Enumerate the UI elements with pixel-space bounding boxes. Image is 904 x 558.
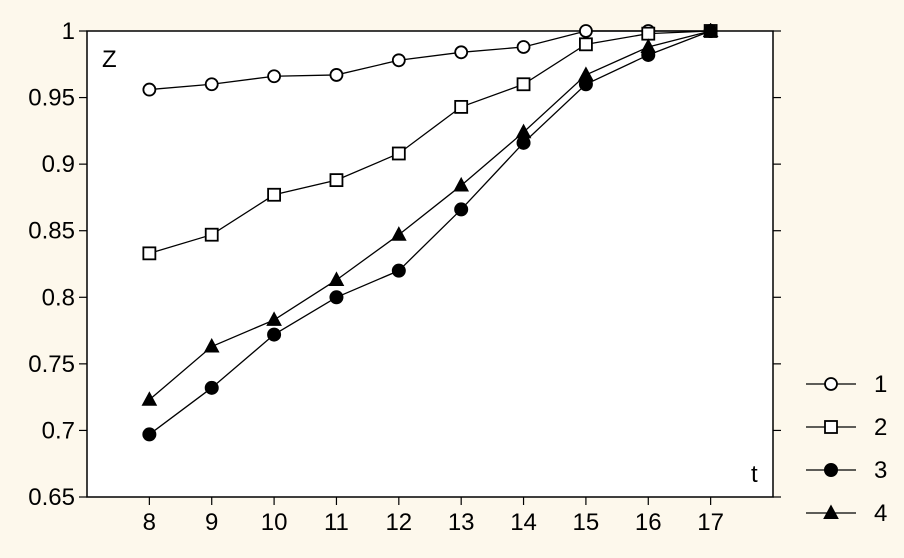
x-tick-label: 15: [573, 509, 600, 536]
x-tick-label: 10: [261, 509, 288, 536]
x-tick-label: 13: [448, 509, 475, 536]
plot-area: [86, 30, 774, 498]
data-point: [454, 202, 469, 217]
y-tick-label: 0.85: [28, 218, 75, 245]
data-point: [204, 227, 219, 242]
legend-label: 3: [874, 457, 887, 484]
y-tick-label: 0.65: [28, 484, 75, 511]
data-point: [266, 311, 282, 326]
data-point: [516, 77, 531, 92]
data-point: [641, 26, 656, 41]
x-axis: 8 9 10 11 12 13 14 15 16 17: [143, 497, 724, 536]
legend-item: 3: [806, 457, 887, 484]
x-tick-label: 9: [205, 509, 218, 536]
data-point: [328, 271, 345, 286]
data-point: [390, 226, 407, 241]
data-point: [267, 327, 282, 342]
data-point: [203, 337, 220, 353]
x-tick-label: 11: [324, 509, 349, 536]
data-point: [391, 146, 406, 161]
y-tick-label: 0.8: [42, 284, 75, 311]
legend-item: 4: [806, 500, 887, 527]
y-tick-label: 0.75: [28, 351, 75, 378]
legend-label: 4: [874, 500, 887, 527]
data-point: [454, 99, 469, 114]
data-point: [267, 187, 281, 202]
legend-marker: [824, 463, 838, 477]
series-line: [149, 30, 711, 91]
data-point: [267, 69, 281, 84]
y-tick-label: 0.95: [28, 85, 75, 112]
legend-label: 1: [874, 371, 887, 398]
data-point: [391, 263, 406, 278]
data-point: [578, 66, 594, 81]
series-line: [148, 30, 711, 401]
data-point: [702, 23, 719, 37]
data-point: [329, 68, 344, 82]
legend: 1 2 3 4: [806, 371, 887, 527]
series-4: [141, 23, 719, 406]
series-line: [149, 30, 711, 254]
x-axis-label: t: [751, 461, 758, 488]
x-tick-label: 12: [385, 509, 412, 536]
legend-marker: [824, 377, 838, 391]
legend-item: 1: [806, 371, 887, 398]
x-tick-label: 17: [697, 509, 724, 536]
series-line: [148, 30, 711, 435]
data-point: [204, 77, 219, 92]
data-point: [142, 427, 157, 442]
legend-marker: [824, 420, 838, 434]
y-tick-label: 0.7: [42, 417, 75, 444]
data-point: [516, 40, 531, 54]
series-3: [142, 24, 718, 442]
x-tick-label: 8: [143, 509, 156, 536]
x-tick-label: 14: [510, 509, 537, 536]
data-point: [142, 246, 157, 261]
y-tick-label: 1: [62, 18, 75, 45]
data-point: [142, 82, 157, 97]
series-2: [142, 24, 718, 261]
y-tick-label: 0.9: [42, 151, 75, 178]
data-point: [516, 135, 531, 150]
legend-label: 2: [874, 414, 887, 441]
data-point: [453, 176, 470, 192]
legend-marker: [823, 504, 839, 519]
data-point: [329, 173, 344, 188]
data-point: [329, 290, 344, 305]
data-point: [579, 24, 593, 38]
data-point: [515, 123, 532, 139]
data-point: [640, 38, 657, 53]
y-axis: 0.65 0.7 0.75 0.8 0.85 0.9 0.95 1: [28, 18, 781, 511]
data-point: [579, 37, 593, 52]
x-tick-label: 16: [635, 509, 662, 536]
data-point: [454, 45, 469, 60]
data-point: [141, 391, 158, 406]
data-point: [204, 380, 219, 395]
data-point: [391, 53, 406, 68]
legend-item: 2: [806, 414, 887, 441]
y-axis-label: Z: [102, 46, 117, 73]
